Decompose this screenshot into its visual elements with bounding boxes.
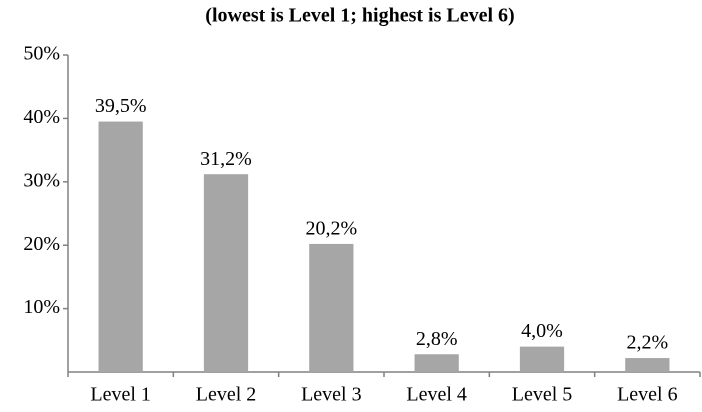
bar <box>414 354 459 372</box>
x-tick-label: Level 5 <box>512 384 573 406</box>
chart-title: (lowest is Level 1; highest is Level 6) <box>205 5 514 27</box>
bar <box>625 358 670 372</box>
y-tick-label: 40% <box>23 106 60 128</box>
value-label: 20,2% <box>305 218 357 240</box>
x-tick-label: Level 3 <box>301 384 362 406</box>
x-tick-label: Level 6 <box>617 384 678 406</box>
y-tick-label: 20% <box>23 233 60 255</box>
y-tick-label: 30% <box>23 169 60 191</box>
x-tick-label: Level 1 <box>90 384 151 406</box>
bar <box>519 346 565 372</box>
bar <box>203 174 249 372</box>
x-tick-label: Level 2 <box>196 384 257 406</box>
y-tick-label: 10% <box>23 296 60 318</box>
x-tick-label: Level 4 <box>406 384 467 406</box>
value-label: 2,8% <box>416 328 458 350</box>
y-tick-label: 50% <box>23 43 60 65</box>
value-label: 31,2% <box>200 148 252 170</box>
value-label: 39,5% <box>95 95 147 117</box>
bar <box>309 243 354 372</box>
value-label: 2,2% <box>626 332 668 354</box>
value-label: 4,0% <box>521 320 563 342</box>
bar <box>98 121 143 372</box>
